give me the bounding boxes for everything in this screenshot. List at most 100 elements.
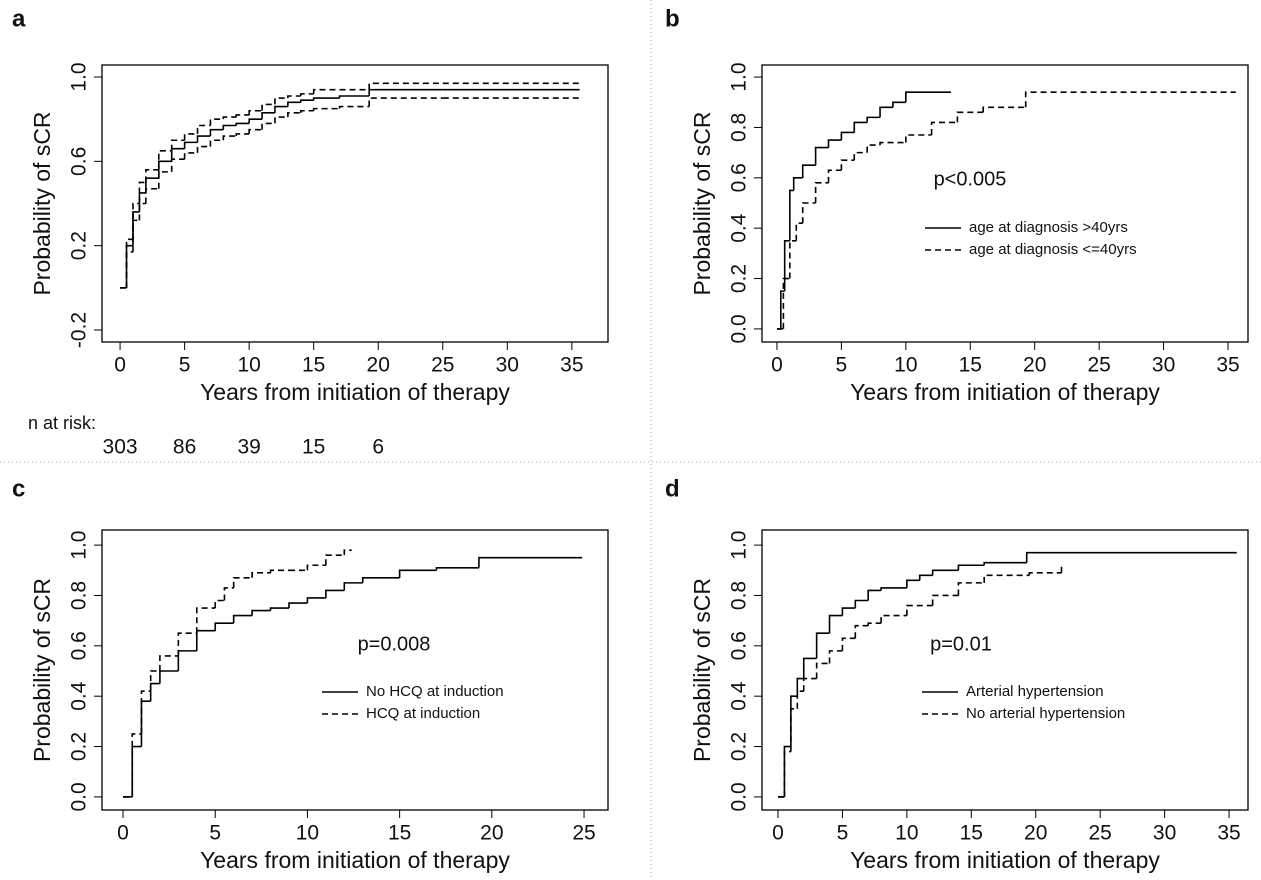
km-step — [827, 139, 842, 148]
km-step — [828, 650, 843, 664]
y-tick-label: 0.4 — [68, 681, 91, 711]
km-step — [880, 587, 907, 591]
km-step — [982, 106, 1026, 113]
km-step — [783, 239, 790, 292]
km-step — [145, 187, 159, 204]
at-risk-value: 15 — [302, 436, 325, 459]
km-step — [299, 109, 314, 113]
km-step — [782, 277, 790, 329]
y-tick-label: 1.0 — [68, 531, 91, 560]
km-step — [879, 106, 893, 118]
km-step — [814, 182, 829, 203]
km-step — [312, 107, 340, 111]
km-step — [866, 116, 881, 123]
km-step — [214, 599, 225, 609]
km-step — [789, 239, 797, 279]
y-tick-label: 0.4 — [728, 213, 751, 243]
x-tick-label: 20 — [1023, 354, 1046, 377]
x-tick-label: 0 — [117, 822, 129, 845]
y-tick-label: 0.6 — [728, 631, 751, 660]
km-step — [853, 151, 868, 161]
y-axis-label: Probability of sCR — [29, 578, 55, 762]
km-step — [338, 95, 370, 99]
y-tick-label: 0.4 — [728, 681, 751, 711]
at-risk-value: 303 — [103, 436, 138, 459]
km-step — [222, 124, 237, 130]
km-step — [796, 690, 804, 709]
x-tick-label: 5 — [837, 822, 849, 845]
at-risk-value: 6 — [372, 436, 384, 459]
km-step — [906, 579, 920, 588]
km-step — [983, 561, 1027, 566]
km-step — [790, 707, 798, 752]
km-step — [159, 670, 179, 684]
km-step — [983, 574, 1030, 583]
km-step — [232, 614, 253, 624]
km-step — [931, 594, 959, 606]
km-step — [177, 632, 197, 656]
km-step — [196, 145, 211, 153]
km-step — [790, 695, 798, 747]
km-step — [306, 564, 326, 571]
x-tick-label: 15 — [302, 354, 325, 377]
annotation: p=0.008 — [358, 633, 431, 655]
km-step — [866, 144, 881, 153]
y-tick-label: 0.2 — [68, 231, 91, 260]
km-step — [368, 97, 443, 107]
km-step — [478, 556, 583, 568]
km-step — [214, 622, 234, 631]
km-step — [149, 670, 160, 692]
x-tick-label: 10 — [296, 822, 319, 845]
km-step — [157, 160, 172, 179]
km-step — [157, 171, 172, 189]
km-step — [195, 629, 216, 651]
km-step — [248, 128, 263, 134]
plot-frame — [761, 529, 1249, 811]
km-step — [183, 141, 198, 149]
km-step — [879, 141, 906, 146]
km-step — [343, 549, 352, 556]
km-step — [145, 168, 159, 183]
km-step — [795, 222, 803, 241]
km-step — [892, 101, 906, 108]
km-step — [140, 690, 151, 734]
x-tick-label: 0 — [114, 354, 126, 377]
km-step — [177, 650, 197, 672]
x-tick-label: 15 — [388, 822, 411, 845]
km-step — [287, 95, 301, 99]
km-step — [183, 133, 198, 141]
km-step — [930, 121, 958, 136]
x-tick-label: 25 — [1087, 354, 1110, 377]
km-step — [138, 181, 146, 204]
km-step — [170, 158, 185, 172]
km-step — [905, 91, 951, 103]
km-step — [789, 189, 794, 241]
km-step — [222, 116, 237, 120]
km-step — [1028, 572, 1062, 576]
x-tick-label: 30 — [1153, 822, 1176, 845]
km-step — [906, 604, 933, 616]
km-step — [132, 219, 140, 252]
km-step — [957, 564, 985, 571]
km-step — [232, 577, 253, 588]
km-step — [815, 662, 830, 679]
km-step — [918, 574, 933, 581]
y-tick-label: 0.6 — [68, 631, 91, 660]
km-step — [338, 105, 370, 109]
km-step — [195, 607, 216, 634]
y-axis-label: Probability of sCR — [29, 111, 55, 295]
km-step — [125, 251, 133, 288]
x-tick-label: 15 — [960, 822, 983, 845]
annotation: p<0.005 — [934, 168, 1007, 190]
km-step — [854, 599, 869, 609]
km-step — [223, 587, 234, 601]
x-tick-label: 20 — [1024, 822, 1047, 845]
km-step — [840, 159, 855, 171]
panel-label: c — [12, 475, 25, 502]
km-step — [796, 677, 804, 697]
km-step — [132, 211, 140, 246]
km-step — [867, 622, 882, 626]
km-step — [827, 169, 842, 183]
km-step — [149, 682, 160, 702]
